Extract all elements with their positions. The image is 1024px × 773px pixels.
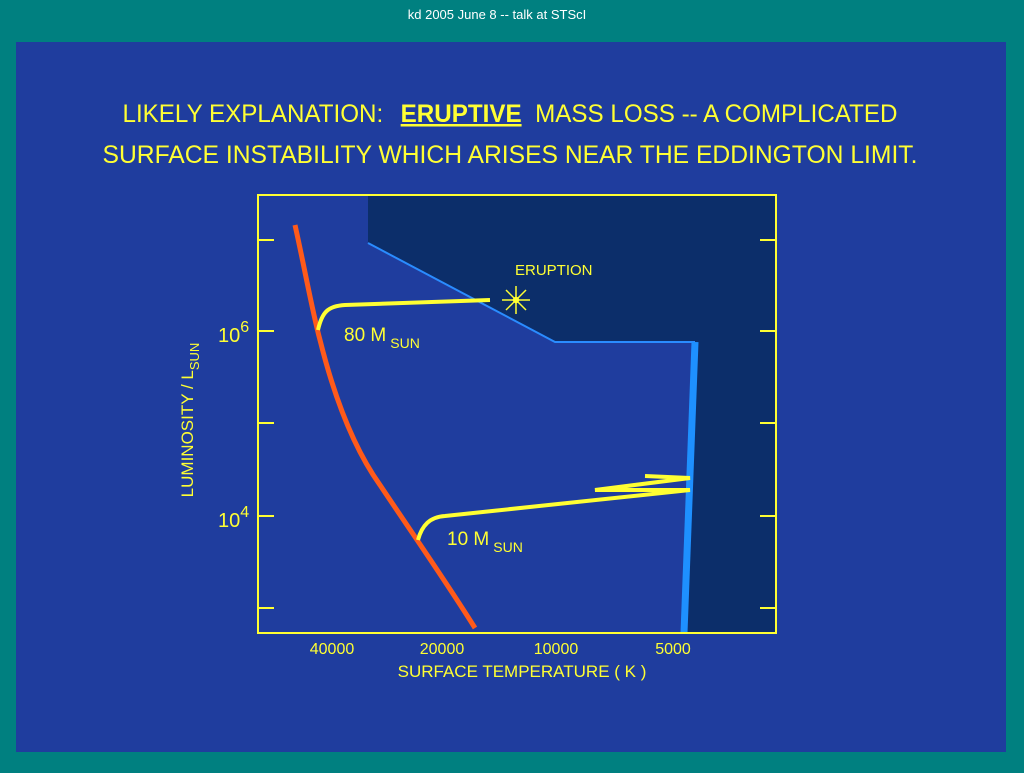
y-tick-base: 10 — [218, 510, 240, 532]
main-sequence — [292, 224, 478, 630]
title-post: MASS LOSS -- A COMPLICATED — [535, 100, 897, 128]
track-10-sub: SUN — [493, 539, 523, 555]
track-80-sub: SUN — [390, 335, 420, 351]
y-tick-label: 104 — [218, 504, 249, 532]
unstable-region — [368, 195, 776, 633]
track-80-label: 80 M SUN — [344, 325, 420, 351]
x-tick-label: 10000 — [534, 641, 579, 658]
title-pre: LIKELY EXPLANATION: — [123, 100, 384, 128]
diagram: ERUPTION 80 M SUN 10 M SUN 106 104 LUMINOS… — [178, 194, 777, 681]
eddington-limit — [367, 242, 695, 343]
track-10-main: 10 M — [447, 529, 489, 550]
header: kd 2005 June 8 -- talk at STScI — [408, 7, 586, 22]
track-80 — [316, 298, 491, 331]
x-tick-label: 40000 — [310, 641, 355, 658]
title: LIKELY EXPLANATION: ERUPTIVE MASS LOSS -- … — [103, 100, 918, 169]
title-line-1: LIKELY EXPLANATION: ERUPTIVE MASS LOSS -- … — [123, 100, 898, 128]
y-axis-label: LUMINOSITY / LSUN — [178, 343, 202, 498]
title-line-2: SURFACE INSTABILITY WHICH ARISES NEAR TH… — [103, 141, 918, 169]
x-ticks: 40000 20000 10000 5000 — [310, 641, 691, 658]
y-axis-label-main: LUMINOSITY / L — [178, 370, 197, 497]
x-tick-label: 5000 — [655, 641, 691, 658]
hayashi-limit — [680, 341, 699, 634]
track-10-label: 10 M SUN — [447, 529, 523, 555]
eruption-label: ERUPTION — [515, 262, 593, 279]
track-10 — [416, 474, 691, 541]
y-tick-base: 10 — [218, 325, 240, 347]
track-80-main: 80 M — [344, 325, 386, 346]
y-tick-exp: 4 — [240, 504, 249, 521]
x-axis-label: SURFACE TEMPERATURE ( K ) — [398, 662, 647, 681]
frame — [257, 194, 777, 634]
y-tick-exp: 6 — [240, 319, 249, 336]
eruption-star — [502, 286, 530, 314]
y-axis-label-sub: SUN — [187, 343, 202, 370]
x-tick-label: 20000 — [420, 641, 465, 658]
title-emphasis: ERUPTIVE — [401, 100, 522, 128]
y-tick-label: 106 — [218, 319, 249, 347]
ticks — [258, 239, 776, 609]
